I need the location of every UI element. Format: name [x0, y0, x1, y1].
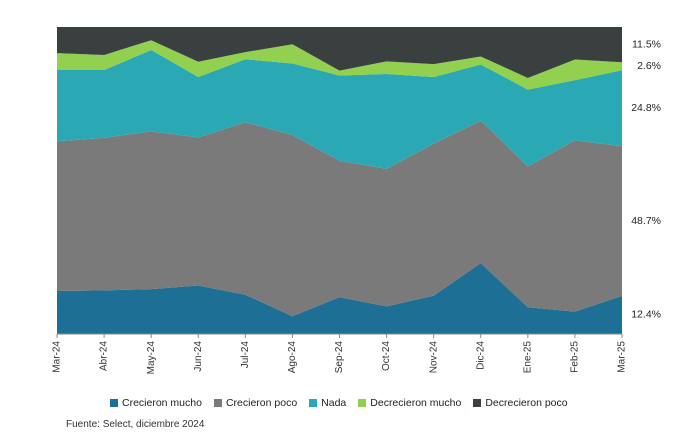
end-label-decrecieron-poco: 11.5%: [632, 38, 661, 50]
x-tick-label: Sep-24: [334, 341, 345, 374]
end-label-crecieron-mucho: 12.4%: [631, 309, 661, 321]
legend-swatch: [110, 399, 118, 407]
end-label-group: 12.4% 48.7% 24.8% 2.6% 11.5%: [631, 38, 661, 320]
x-tick-label: Abr-24: [99, 341, 110, 371]
x-tick-label: Feb-25: [570, 341, 581, 373]
x-tick-label: Jun-24: [193, 341, 204, 372]
area-nada: [57, 50, 622, 169]
x-tick-label: Mar-24: [52, 341, 63, 373]
legend-item: Crecieron mucho: [110, 397, 202, 409]
end-label-crecieron-poco: 48.7%: [631, 215, 661, 227]
x-tick-group: Mar-24 Abr-24 May-24 Jun-24 Jul-24 Ago-24 Sep-…: [52, 334, 628, 374]
x-tick-label: Oct-24: [381, 341, 392, 371]
area-decrecieron-poco: [57, 27, 622, 78]
legend-swatch: [213, 399, 222, 407]
x-tick-label: May-24: [146, 341, 157, 375]
legend-swatch: [358, 399, 367, 407]
end-label-decrecieron-mucho: 2.6%: [637, 60, 661, 72]
source-note: Fuente: Select, diciembre 2024: [66, 419, 205, 430]
area-crecieron-mucho: [57, 263, 622, 334]
legend-label: Crecieron poco: [225, 397, 298, 409]
legend-item: Decrecieron mucho: [358, 397, 461, 409]
area-series-group: [57, 27, 622, 334]
legend-item: Nada: [309, 397, 346, 409]
legend-swatch: [309, 399, 318, 407]
legend: Crecieron mucho Crecieron poco Nada Decreci…: [110, 397, 568, 409]
x-tick-label: Jul-24: [240, 341, 251, 369]
x-tick-label: Ene-25: [522, 341, 533, 374]
legend-label: Crecieron mucho: [122, 397, 202, 409]
legend-swatch: [473, 399, 482, 407]
chart-area: Mar-24 Abr-24 May-24 Jun-24 Jul-24 Ago-24 Sep-…: [52, 27, 661, 374]
area-crecieron-poco: [57, 120, 622, 317]
legend-label: Nada: [321, 397, 347, 409]
legend-label: Decrecieron poco: [485, 397, 568, 409]
end-label-nada: 24.8%: [631, 102, 661, 114]
x-tick-label: Ago-24: [287, 341, 298, 374]
legend-item: Crecieron poco: [213, 397, 298, 409]
x-tick-label: Dic-24: [475, 341, 486, 370]
legend-label: Decrecieron mucho: [370, 397, 462, 409]
x-tick-label: Mar-25: [617, 341, 628, 373]
x-tick-label: Nov-24: [428, 341, 439, 374]
legend-item: Decrecieron poco: [473, 397, 568, 409]
